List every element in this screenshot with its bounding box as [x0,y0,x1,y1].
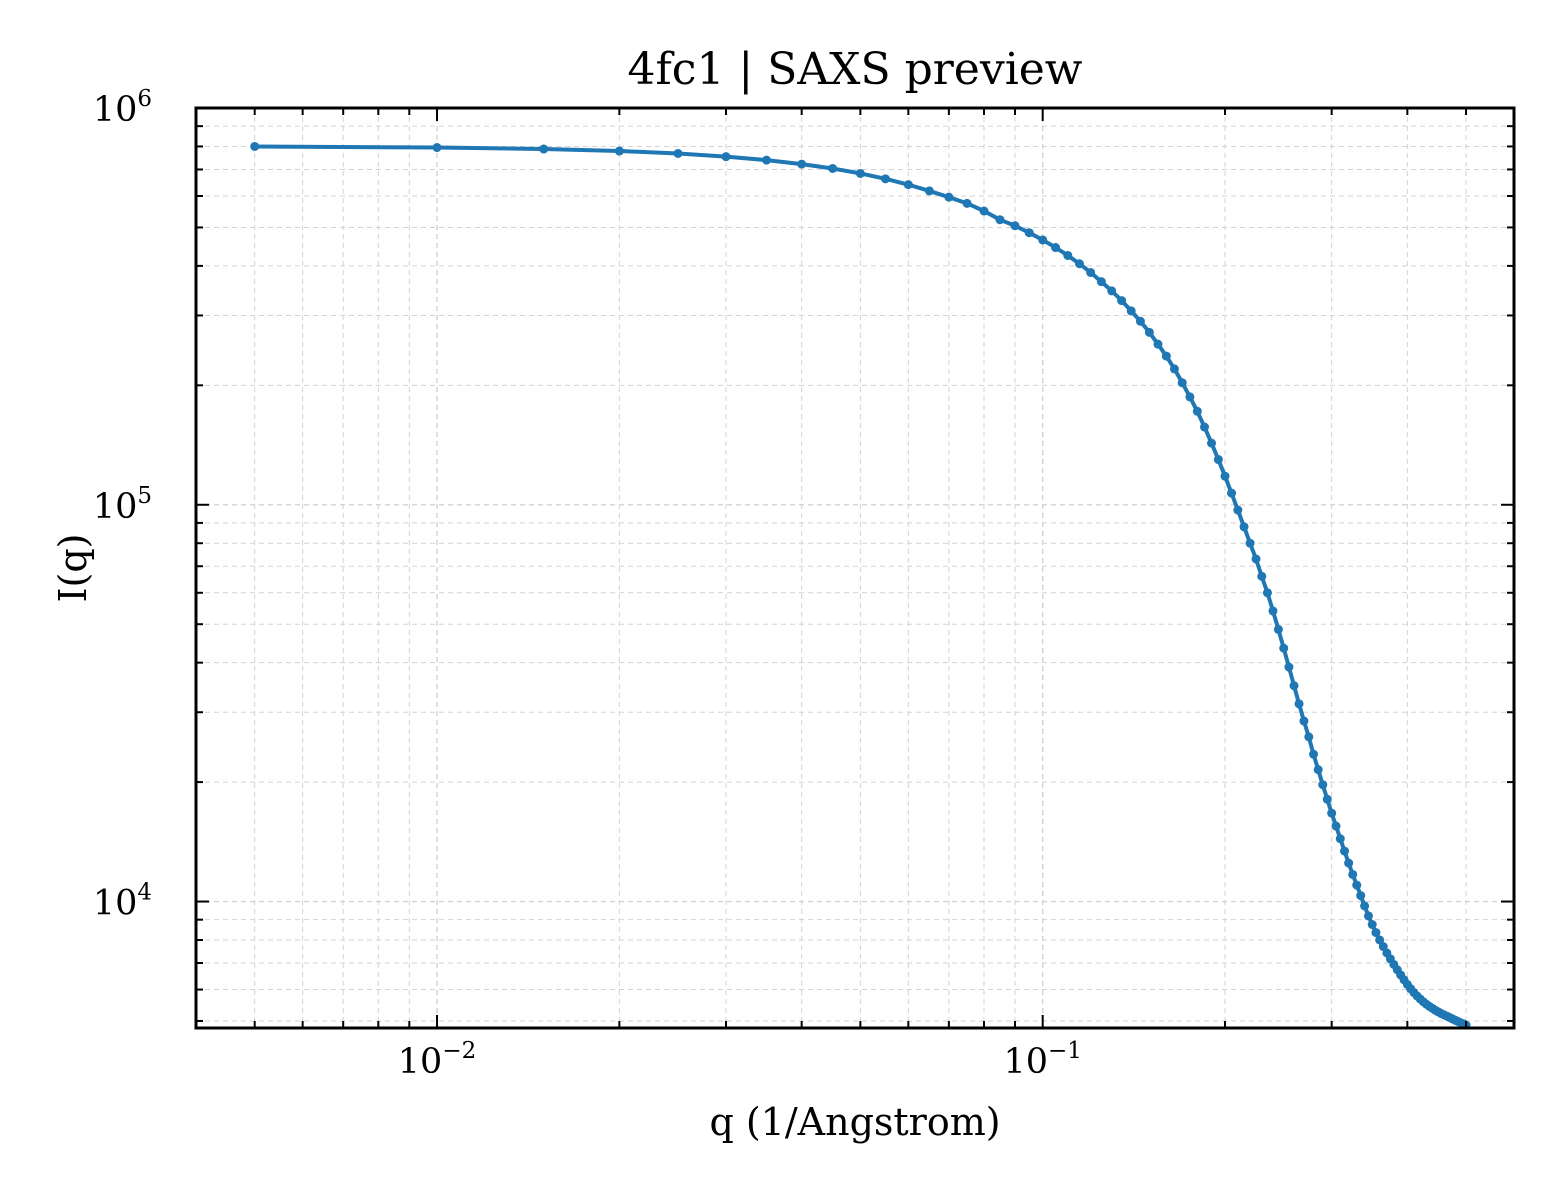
x-axis-label: q (1/Angstrom) [709,1100,1000,1144]
x-tick-label: 10−1 [1003,1038,1081,1082]
data-point [673,148,683,158]
data-point [1086,267,1096,277]
y-tick-label: 105 [93,483,152,527]
data-point [855,168,865,178]
data-point [762,155,772,165]
data-point [1239,522,1249,532]
y-tick-label: 106 [93,86,152,130]
ticks: 10−2 10−1 104 105 106 [93,86,1514,1082]
data-point [1371,928,1381,938]
data-point [1200,422,1210,432]
y-tick-label: 104 [93,880,152,924]
data-point [903,180,913,190]
data-point [1169,364,1179,374]
data-point [1352,880,1362,890]
data-point [1135,316,1145,326]
y-axis-label: I(q) [51,534,95,603]
data-point [1304,732,1314,742]
data-point [924,186,934,196]
data-point [1185,392,1195,402]
data-point [1107,286,1117,296]
data-point [539,144,549,154]
data-point [1177,378,1187,388]
data-point [1024,228,1034,238]
data-point [1299,716,1309,726]
data-point [1262,588,1272,598]
data-point [1207,438,1217,448]
data-point [1051,243,1061,253]
data-point [979,206,989,216]
data-point [1284,662,1294,672]
data-point [432,143,442,153]
data-point [1335,834,1345,844]
data-series [250,141,1471,1030]
data-point [797,159,807,169]
data-point [1331,821,1341,831]
chart-title: 4fc1 | SAXS preview [628,44,1083,95]
plot-frame [194,106,1516,1030]
data-point [962,198,972,208]
data-point [1126,306,1136,316]
data-point [1273,624,1283,634]
data-point [1356,891,1366,901]
data-point [1251,554,1261,564]
grid [195,107,1514,1028]
data-point [828,163,838,173]
data-point [1245,538,1255,548]
data-point [1344,858,1354,868]
data-point [1220,471,1230,481]
data-point [1322,794,1332,804]
data-point [721,152,731,162]
data-point [1010,221,1020,231]
data-point [1257,571,1267,581]
data-point [1363,911,1373,921]
data-point [1153,339,1163,349]
x-tick-label: 10−2 [398,1038,476,1082]
data-point [1289,681,1299,691]
data-point [1063,250,1073,260]
data-point [1327,808,1337,818]
data-point [1227,488,1237,498]
data-point [1117,296,1127,306]
data-point [944,192,954,202]
data-point [1340,846,1350,856]
data-point [1375,935,1385,945]
data-point [995,215,1005,225]
data-point [1367,920,1377,930]
data-point [1192,406,1202,416]
data-point [1309,749,1319,759]
data-point [1074,259,1084,269]
data-point [1233,505,1243,515]
data-point [880,174,890,184]
data-point [1161,351,1171,361]
data-point [1360,901,1370,911]
data-point [1096,277,1106,287]
data-point [1294,699,1304,709]
data-point [1313,765,1323,775]
data-point [1144,327,1154,337]
data-point [1318,780,1328,790]
data-point [250,141,260,151]
data-point [1279,643,1289,653]
data-point [614,146,624,156]
data-point [1268,606,1278,616]
data-point [1038,235,1048,245]
data-point [1213,455,1223,465]
data-point [1348,869,1358,879]
